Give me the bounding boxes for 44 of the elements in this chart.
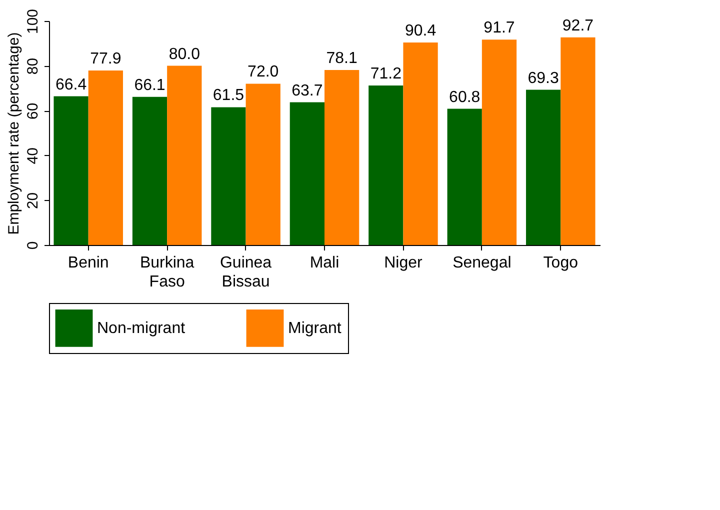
text: 60.8 (449, 88, 480, 106)
text: 66.4 (55, 76, 87, 94)
text: 69.3 (528, 70, 559, 87)
y-tick-label: 20 (24, 192, 42, 210)
bar (368, 86, 404, 245)
y-tick-label: 80 (24, 58, 42, 75)
text: 92.7 (562, 17, 594, 34)
text: 72.0 (248, 64, 279, 81)
legend-label: Non-migrant (97, 320, 186, 338)
y-tick-label: 60 (24, 102, 42, 120)
text: 66.1 (134, 76, 166, 94)
y-tick-label: 40 (24, 148, 42, 164)
bar (132, 96, 168, 245)
text: 90.4 (404, 22, 436, 40)
bar (447, 108, 482, 245)
x-tick-label: Togo (543, 254, 578, 272)
text: 63.7 (292, 82, 323, 100)
text: 80.0 (168, 46, 200, 63)
text: 77.9 (90, 50, 122, 68)
y-tick-label: 0 (24, 241, 42, 250)
bar (403, 42, 438, 245)
bar (560, 37, 596, 245)
text: 71.2 (370, 66, 402, 83)
x-tick-label: Mali (310, 254, 340, 272)
x-tick-label: Burkina Faso (140, 254, 194, 290)
bar (324, 70, 360, 245)
text: 61.5 (212, 87, 244, 104)
bar (290, 102, 324, 245)
x-tick-label: Guinea Bissau (220, 254, 272, 290)
bar (526, 90, 561, 245)
bar (88, 70, 123, 245)
text: 91.7 (484, 20, 515, 37)
legend-label: Migrant (288, 320, 342, 338)
y-tick-label: 100 (24, 8, 42, 34)
x-tick-label: Senegal (452, 254, 512, 272)
x-tick-label: Niger (384, 254, 424, 272)
text: 78.1 (326, 50, 358, 68)
bar (167, 66, 202, 245)
bar (54, 96, 88, 245)
bar (482, 40, 517, 245)
x-tick-label: Benin (68, 254, 109, 272)
y-axis-title: Employment rate (percentage) (6, 32, 22, 235)
bar (246, 84, 280, 245)
bar (211, 107, 246, 245)
